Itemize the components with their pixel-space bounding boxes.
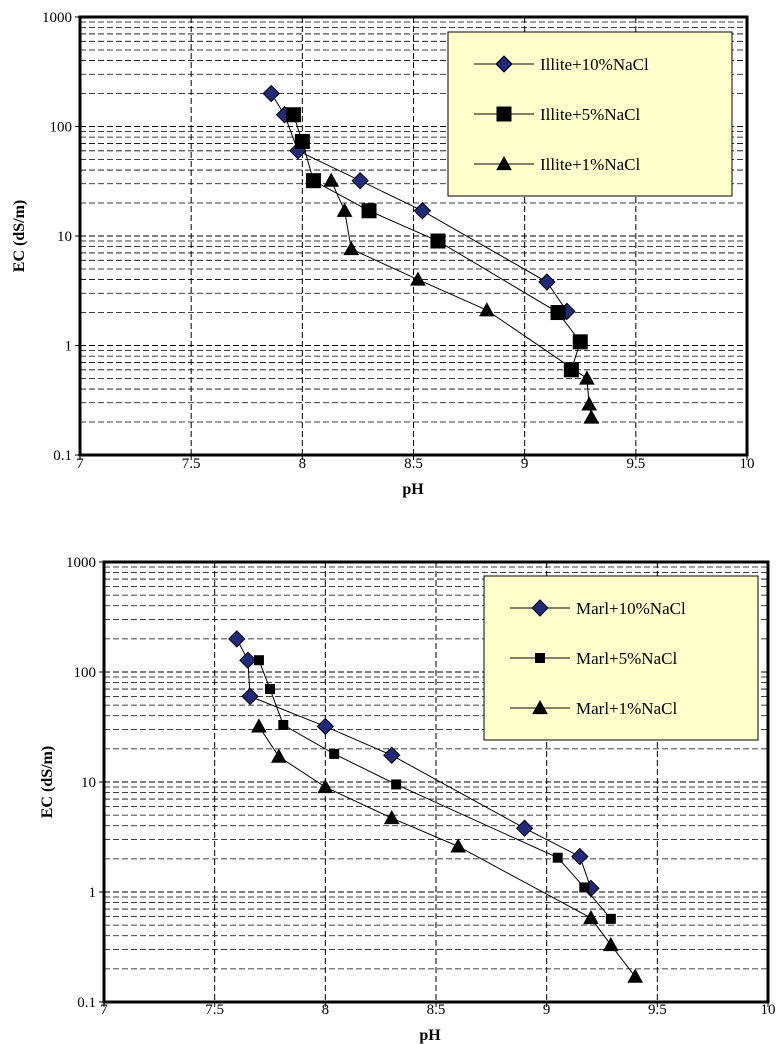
x-tick-label: 9.5 — [648, 1002, 667, 1018]
y-tick-label: 0.1 — [53, 448, 72, 464]
legend-marker — [496, 155, 512, 171]
x-tick-label: 9 — [543, 1002, 551, 1018]
data-point — [317, 779, 334, 794]
data-point — [336, 202, 353, 217]
data-point — [581, 396, 597, 411]
y-axis-label: EC (dS/m) — [39, 746, 56, 818]
y-tick-label: 1000 — [42, 10, 72, 26]
legend-label: Illite+1%NaCl — [540, 155, 641, 174]
data-point — [228, 630, 246, 648]
y-tick-label: 1 — [89, 885, 97, 901]
data-point — [294, 133, 310, 149]
data-point — [450, 838, 466, 853]
legend-marker — [531, 599, 549, 617]
x-tick-label: 9.5 — [626, 456, 645, 472]
data-point — [579, 882, 590, 893]
series-2 — [251, 718, 644, 983]
data-point — [305, 173, 321, 189]
x-tick-label: 8.5 — [427, 1002, 446, 1018]
data-point — [316, 717, 335, 736]
data-point — [563, 362, 579, 378]
legend-label: Illite+10%NaCl — [540, 55, 649, 74]
data-point — [583, 409, 600, 424]
legend: Illite+10%NaCl Illite+5%NaCl Illite+1%NaCl — [447, 31, 733, 197]
x-tick-label: 10 — [740, 456, 755, 472]
data-point — [351, 171, 369, 190]
legend-marker — [535, 653, 545, 663]
data-point — [571, 847, 589, 866]
data-point — [479, 302, 495, 317]
data-point — [262, 84, 280, 103]
data-point — [603, 936, 619, 952]
y-tick-label: 10 — [57, 229, 72, 245]
chart-illite: 0.1 1 10 100 1000 7 7.5 8 8.5 9 9.5 10 pH EC (dS/m) Il… — [11, 10, 755, 498]
x-axis-label: pH — [402, 481, 424, 498]
series-1 — [253, 655, 616, 924]
data-point — [579, 370, 595, 385]
data-point — [391, 779, 402, 790]
data-point — [550, 305, 566, 321]
series-2 — [323, 172, 600, 424]
data-point — [538, 273, 556, 291]
x-tick-label: 8.5 — [404, 456, 423, 472]
legend: Marl+10%NaCl Marl+5%NaCl Marl+1%NaCl — [483, 575, 759, 741]
y-tick-label: 1 — [65, 339, 73, 355]
data-point — [413, 202, 432, 220]
y-tick-label: 0.1 — [77, 995, 96, 1011]
legend-label: Marl+5%NaCl — [576, 649, 677, 668]
data-point — [583, 909, 599, 925]
data-point — [343, 241, 360, 256]
y-tick-label: 10 — [81, 775, 96, 791]
data-point — [323, 172, 340, 187]
x-tick-label: 7.5 — [205, 1002, 224, 1018]
data-point — [552, 852, 563, 863]
y-tick-label: 1000 — [66, 555, 96, 571]
y-axis-label: EC (dS/m) — [11, 200, 28, 272]
data-point — [430, 233, 446, 249]
x-tick-label: 7 — [100, 1002, 108, 1018]
data-point — [605, 913, 616, 924]
data-point — [627, 968, 644, 983]
legend-label: Illite+5%NaCl — [540, 105, 641, 124]
data-point — [278, 719, 289, 730]
data-point — [515, 819, 534, 837]
data-point — [251, 718, 267, 733]
data-point — [410, 271, 426, 286]
x-tick-label: 9 — [521, 456, 529, 472]
series-1 — [285, 107, 588, 378]
legend-label: Marl+10%NaCl — [576, 599, 686, 618]
data-point — [383, 746, 401, 764]
data-point — [383, 810, 400, 825]
series-line — [258, 726, 636, 977]
legend-marker — [496, 106, 512, 122]
x-tick-label: 8 — [299, 456, 307, 472]
x-tick-label: 7 — [76, 456, 84, 472]
data-point — [253, 655, 264, 666]
data-point — [329, 748, 340, 759]
data-point — [285, 107, 301, 123]
y-tick-label: 100 — [50, 120, 73, 136]
data-point — [239, 651, 257, 669]
data-point — [271, 748, 287, 763]
x-axis-label: pH — [419, 1027, 441, 1044]
data-point — [572, 334, 588, 350]
data-point — [361, 203, 377, 219]
data-point — [241, 687, 259, 706]
x-tick-label: 10 — [761, 1002, 776, 1018]
legend-label: Marl+1%NaCl — [576, 699, 677, 718]
data-point — [265, 684, 275, 695]
legend-marker — [495, 55, 513, 73]
legend-marker — [532, 699, 548, 715]
x-tick-label: 7.5 — [182, 456, 201, 472]
y-tick-label: 100 — [74, 665, 97, 681]
x-tick-label: 8 — [322, 1002, 330, 1018]
chart-marl: 0.1 1 10 100 1000 7 7.5 8 8.5 9 9.5 10 pH EC (dS/m) Ma… — [39, 555, 776, 1044]
